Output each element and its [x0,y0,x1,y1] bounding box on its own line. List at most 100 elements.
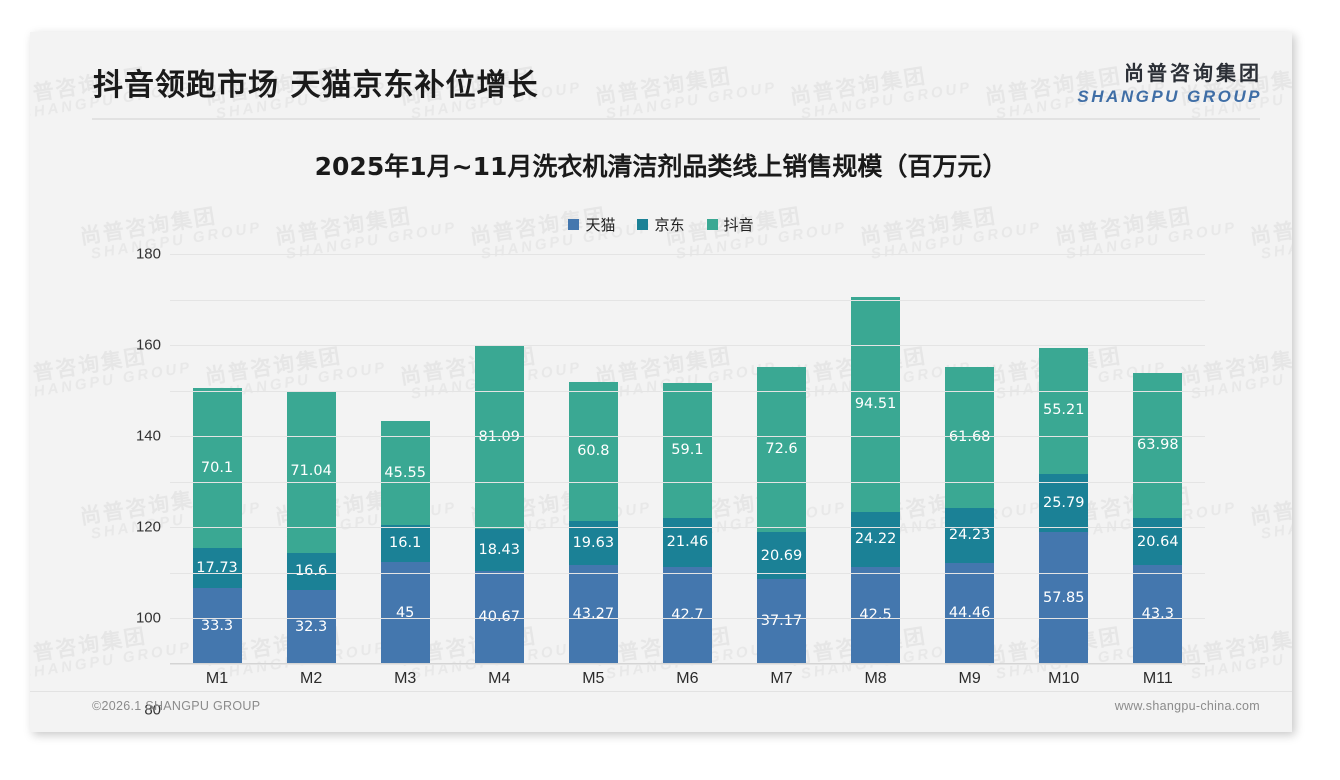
bar-column[interactable]: 94.51 24.22 42.5 [851,254,901,664]
bar-value-label: 63.98 [1137,437,1179,454]
bar-segment-jd[interactable]: 20.64 [1133,518,1183,566]
bar-column[interactable]: 45.55 16.1 45 [380,254,430,664]
bar-value-label: 60.8 [577,443,610,460]
bar-value-label: 45.55 [384,464,426,481]
bar-segment-douyin[interactable]: 94.51 [851,296,901,513]
bar-column[interactable]: 71.04 16.6 32.3 [286,254,336,664]
y-axis-tick-label: 160 [135,336,161,354]
bar-segment-douyin[interactable]: 45.55 [380,421,430,525]
bar-value-label: 37.17 [760,613,803,630]
slide-canvas: 尚普咨询集团 SHANGPU GROUP 尚普咨询集团 SHANGPU GROUP 尚普… [30,32,1292,732]
bar-value-label: 40.67 [478,609,521,626]
bar-segment-jd[interactable]: 24.22 [851,512,901,568]
y-gridline: 40 [170,572,1205,574]
bar-value-label: 24.23 [948,526,991,543]
y-gridline: 180 [136,246,1205,263]
bar-segment-jd[interactable]: 16.1 [380,524,430,562]
bar-segment-tmall[interactable]: 33.3 [192,588,242,664]
bar-segment-douyin[interactable]: 70.1 [192,388,242,548]
bar-value-label: 43.27 [572,606,615,623]
bar-segment-douyin[interactable]: 59.1 [662,383,712,518]
x-axis-tick-label: M1 [205,670,229,687]
bar-value-label: 16.1 [389,534,422,551]
y-gridline: 160 [136,299,1205,354]
bar-segment-jd[interactable]: 16.6 [286,552,336,591]
bar-column[interactable]: 81.09 18.43 40.67 [474,254,524,664]
bar-segment-tmall[interactable]: 42.5 [851,567,901,664]
bar-segment-jd[interactable]: 21.46 [662,517,712,567]
x-axis-tick-label: M3 [394,670,417,687]
x-axis-labels: M1 M2 M3 M4 M5 M6 M7 M8 M9 M10 M11 [170,670,1205,688]
bar-column[interactable]: 59.1 21.46 42.7 [662,254,712,664]
legend-item-jd[interactable]: 京东 [637,214,685,235]
watermark-english: SHANGPU GROUP [1189,359,1292,403]
bar-segment-tmall[interactable]: 43.3 [1133,565,1183,664]
bar-value-label: 24.22 [854,531,897,548]
bar-segment-tmall[interactable]: 43.27 [568,565,618,664]
bar-segment-douyin[interactable]: 60.8 [568,382,618,521]
bar-segment-tmall[interactable]: 42.7 [662,566,712,664]
bar-segment-jd[interactable]: 18.43 [474,529,524,572]
bar-segment-tmall[interactable]: 40.67 [474,571,524,664]
bar-segment-jd[interactable]: 24.23 [945,507,995,563]
bar-column[interactable]: 61.68 24.23 44.46 [945,254,995,664]
bar-column[interactable]: 63.98 20.64 43.3 [1133,254,1183,664]
y-axis-tick-label: 100 [135,609,161,627]
y-gridline: 100 [136,436,1205,627]
bar-value-label: 42.7 [671,607,704,624]
bar-segment-tmall[interactable]: 44.46 [945,562,995,664]
bar-segment-douyin[interactable]: 63.98 [1133,372,1183,519]
chart-legend: 天猫 京东 抖音 [30,214,1292,235]
bar-column[interactable]: 70.1 17.73 33.3 [192,254,242,664]
x-axis-tick-label: M5 [582,670,605,687]
watermark-chinese: 尚普咨询集团 [1248,484,1292,530]
bar-value-label: 57.85 [1042,589,1085,606]
bar-segment-jd[interactable]: 17.73 [192,547,242,589]
bar-value-label: 21.46 [666,534,709,551]
bar-segment-tmall[interactable]: 32.3 [286,590,336,664]
bar-segment-tmall[interactable]: 45 [380,561,430,664]
footer-copyright: ©2026.1 SHANGPU GROUP [92,699,261,713]
bar-value-label: 20.64 [1137,533,1179,550]
bar-segment-tmall[interactable]: 57.85 [1039,532,1089,664]
bar-segment-douyin[interactable]: 61.68 [945,367,995,508]
y-gridline: 60 [170,527,1205,529]
bar-value-label: 71.04 [290,463,332,480]
legend-item-douyin[interactable]: 抖音 [706,214,754,235]
legend-label: 抖音 [723,216,754,234]
bar-column[interactable]: 55.21 25.79 57.85 [1039,254,1089,664]
page-title: 抖音领跑市场 天猫京东补位增长 [93,68,539,103]
y-gridline: 20 [170,618,1205,620]
y-gridline: 0 [170,664,1205,665]
bar-value-label: 94.51 [854,396,897,413]
bar-value-label: 44.46 [948,605,991,622]
bar-value-label: 33.3 [200,617,234,634]
bar-value-label: 20.69 [760,547,803,564]
bar-segment-jd[interactable]: 20.69 [757,532,806,580]
bar-column[interactable]: 72.6 20.69 37.17 [757,254,806,664]
logo-english-name: SHANGPU GROUP [1077,87,1262,106]
x-axis-line [170,663,1205,664]
bar-segment-douyin[interactable]: 72.6 [757,366,806,533]
slide-header: 抖音领跑市场 天猫京东补位增长 尚普咨询集团 SHANGPU GROUP [30,32,1292,120]
bar-value-label: 70.1 [200,459,234,476]
bar-value-label: 16.6 [294,563,328,580]
chart-title: 2025年1月~11月洗衣机清洁剂品类线上销售规模（百万元） [314,152,1008,181]
watermark-chinese: 尚普咨询集团 [30,344,149,390]
bar-segment-douyin[interactable]: 55.21 [1039,347,1089,474]
legend-swatch-icon [637,219,649,230]
footer-website[interactable]: www.shangpu-china.com [1114,699,1260,713]
x-axis-tick-label: M2 [299,670,323,687]
legend-item-tmall[interactable]: 天猫 [568,214,615,235]
bar-column[interactable]: 60.8 19.63 43.27 [568,254,618,664]
y-gridline: 80 [144,481,1205,718]
bar-segment-douyin[interactable]: 71.04 [286,390,336,553]
bar-value-label: 25.79 [1042,494,1085,511]
bar-segment-tmall[interactable]: 37.17 [757,579,806,664]
bar-segment-jd[interactable]: 25.79 [1039,473,1089,533]
watermark-english: SHANGPU GROUP [1259,499,1292,543]
bar-value-label: 59.1 [671,442,704,459]
logo-chinese-name: 尚普咨询集团 [1124,61,1262,85]
